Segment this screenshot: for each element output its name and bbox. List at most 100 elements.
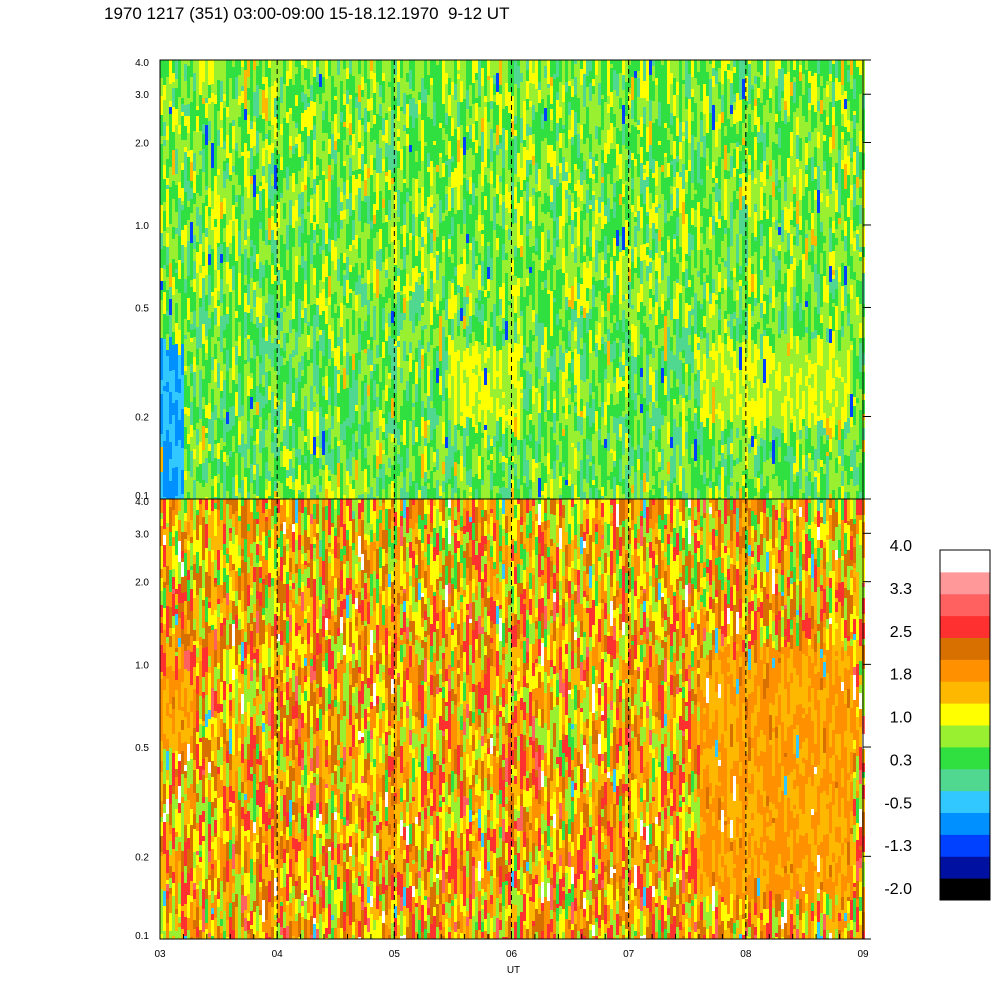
- heatmap-cell: [364, 245, 367, 260]
- heatmap-cell: [388, 355, 391, 373]
- heatmap-cell: [484, 401, 487, 425]
- heatmap-cell: [196, 423, 199, 429]
- heatmap-cell: [352, 60, 355, 76]
- heatmap-cell: [349, 308, 352, 329]
- heatmap-cell: [478, 322, 481, 342]
- heatmap-cell: [376, 329, 379, 345]
- heatmap-cell: [340, 133, 343, 138]
- heatmap-cell: [382, 73, 385, 81]
- heatmap-cell: [367, 315, 370, 340]
- heatmap-cell: [211, 191, 214, 209]
- heatmap-cell: [631, 410, 634, 427]
- heatmap-cells: [160, 60, 865, 499]
- heatmap-cell: [526, 88, 529, 99]
- heatmap-cell: [439, 153, 442, 157]
- heatmap-cell: [388, 446, 391, 450]
- heatmap-cell: [334, 222, 337, 241]
- heatmap-cell: [424, 353, 427, 358]
- heatmap-cell: [355, 215, 358, 235]
- heatmap-cell: [220, 336, 223, 352]
- heatmap-cell: [499, 182, 502, 194]
- heatmap-cell: [406, 361, 409, 377]
- heatmap-cell: [481, 132, 484, 156]
- heatmap-cell: [640, 163, 643, 183]
- heatmap-cell: [235, 453, 238, 458]
- heatmap-cell: [454, 168, 457, 187]
- heatmap-cell: [556, 166, 559, 187]
- heatmap-cell: [364, 305, 367, 321]
- heatmap-cell: [565, 60, 568, 82]
- heatmap-cell: [532, 354, 535, 364]
- heatmap-cell: [628, 246, 631, 269]
- heatmap-cell: [253, 116, 256, 122]
- heatmap-cell: [304, 308, 307, 323]
- heatmap-cell: [265, 372, 268, 380]
- heatmap-cell: [559, 216, 562, 239]
- heatmap-cell: [316, 60, 319, 67]
- heatmap-cell: [589, 71, 592, 76]
- heatmap-cell: [385, 235, 388, 247]
- heatmap-cell: [277, 497, 280, 499]
- heatmap-cell: [490, 446, 493, 454]
- heatmap-cell: [616, 246, 619, 261]
- heatmap-cell: [526, 99, 529, 110]
- heatmap-cell: [196, 215, 199, 226]
- heatmap-cell: [514, 464, 517, 476]
- heatmap-cell: [559, 370, 562, 377]
- heatmap-cell: [340, 81, 343, 90]
- heatmap-cell: [490, 60, 493, 78]
- heatmap-cell: [187, 386, 190, 408]
- heatmap-cell: [568, 247, 571, 259]
- heatmap-cell: [481, 261, 484, 286]
- heatmap-cell: [283, 365, 286, 382]
- heatmap-cell: [199, 181, 202, 196]
- heatmap-cell: [523, 280, 526, 297]
- heatmap-cell: [457, 228, 460, 249]
- heatmap-cell: [373, 286, 376, 293]
- heatmap-cell: [640, 228, 643, 245]
- heatmap-cell: [361, 118, 364, 125]
- heatmap-cell: [397, 129, 400, 137]
- heatmap-cell: [370, 250, 373, 259]
- heatmap-cell: [436, 314, 439, 328]
- heatmap-cell: [172, 425, 175, 442]
- heatmap-cell: [493, 181, 496, 188]
- heatmap-cell: [190, 458, 193, 477]
- heatmap-cell: [169, 402, 172, 424]
- heatmap-cell: [205, 103, 208, 118]
- heatmap-cell: [418, 188, 421, 193]
- heatmap-cell: [496, 257, 499, 282]
- heatmap-cell: [241, 356, 244, 377]
- heatmap-cell: [595, 161, 598, 166]
- heatmap-cell: [541, 60, 544, 75]
- heatmap-cell: [610, 472, 613, 489]
- heatmap-cell: [448, 479, 451, 484]
- heatmap-cell: [577, 376, 580, 391]
- heatmap-cell: [295, 118, 298, 123]
- heatmap-cell: [619, 437, 622, 441]
- heatmap-cell: [610, 261, 613, 276]
- heatmap-cell: [286, 91, 289, 112]
- heatmap-cell: [460, 287, 463, 308]
- heatmap-cell: [253, 345, 256, 359]
- heatmap-cell: [466, 406, 469, 417]
- heatmap-cell: [577, 299, 580, 318]
- heatmap-cell: [370, 60, 373, 71]
- heatmap-cell: [310, 489, 313, 499]
- heatmap-cell: [223, 262, 226, 283]
- heatmap-cell: [160, 60, 163, 78]
- heatmap-cell: [541, 437, 544, 443]
- heatmap-cell: [226, 406, 229, 412]
- heatmap-cell: [436, 415, 439, 425]
- heatmap-cell: [313, 230, 316, 239]
- heatmap-cell: [193, 279, 196, 292]
- heatmap-cell: [379, 130, 382, 148]
- heatmap-cell: [619, 424, 622, 437]
- heatmap-cell: [409, 486, 412, 499]
- heatmap-cell: [220, 303, 223, 316]
- top-spectrogram-panel: 0.10.20.51.02.03.04.0: [135, 58, 871, 502]
- heatmap-cell: [313, 349, 316, 356]
- heatmap-cell: [226, 86, 229, 107]
- heatmap-cell: [580, 399, 583, 411]
- heatmap-cell: [397, 445, 400, 454]
